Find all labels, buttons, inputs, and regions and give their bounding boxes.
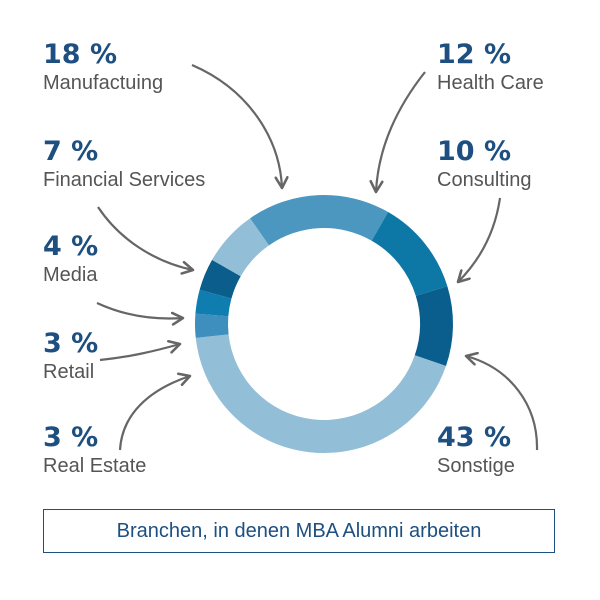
donut-slice-real-estate xyxy=(194,313,229,338)
donut-slice-consulting xyxy=(414,286,454,366)
label-manufacturing: 18 % Manufactuing xyxy=(43,40,163,96)
label-media: 4 % Media xyxy=(43,232,98,288)
donut-slice-retail xyxy=(195,289,232,317)
name-real-estate: Real Estate xyxy=(43,455,147,477)
arrow-manufacturing xyxy=(191,63,282,188)
label-consulting: 10 % Consulting xyxy=(437,137,532,193)
label-sonstige: 43 % Sonstige xyxy=(437,423,515,479)
label-financial-services: 7 % Financial Services xyxy=(43,137,205,193)
pct-media: 4 % xyxy=(43,231,99,262)
name-manufacturing: Manufactuing xyxy=(43,72,164,94)
donut-slices xyxy=(194,195,454,453)
donut-slice-sonstige xyxy=(195,334,446,453)
name-consulting: Consulting xyxy=(437,169,532,191)
pct-retail: 3 % xyxy=(43,328,99,359)
arrow-financial-services xyxy=(97,206,193,270)
name-retail: Retail xyxy=(43,361,95,383)
name-sonstige: Sonstige xyxy=(437,455,515,477)
callout-arrows xyxy=(96,63,539,451)
arrow-sonstige xyxy=(466,356,539,451)
pct-manufacturing: 18 % xyxy=(43,39,118,70)
donut-slice-manufactuing xyxy=(250,195,389,246)
pct-real-estate: 3 % xyxy=(43,422,99,453)
pct-financial-services: 7 % xyxy=(43,136,99,167)
donut-slice-financial-services xyxy=(212,218,269,277)
pct-health-care: 12 % xyxy=(437,39,512,70)
label-health-care: 12 % Health Care xyxy=(437,40,544,96)
chart-title: Branchen, in denen MBA Alumni arbeiten xyxy=(116,519,482,542)
caption-box: Branchen, in denen MBA Alumni arbeiten xyxy=(43,509,555,553)
name-media: Media xyxy=(43,264,98,286)
pct-consulting: 10 % xyxy=(437,136,512,167)
label-real-estate: 3 % Real Estate xyxy=(43,423,146,479)
arrow-health-care xyxy=(376,71,426,192)
label-retail: 3 % Retail xyxy=(43,329,98,385)
name-health-care: Health Care xyxy=(437,72,544,94)
arrow-media xyxy=(96,302,183,318)
donut-slice-health-care xyxy=(371,212,448,296)
arrow-real-estate xyxy=(118,376,190,451)
arrow-retail xyxy=(99,344,180,362)
donut-slice-media xyxy=(199,259,241,299)
arrow-consulting xyxy=(458,197,502,282)
name-financial-services: Financial Services xyxy=(43,169,206,191)
pct-sonstige: 43 % xyxy=(437,422,512,453)
